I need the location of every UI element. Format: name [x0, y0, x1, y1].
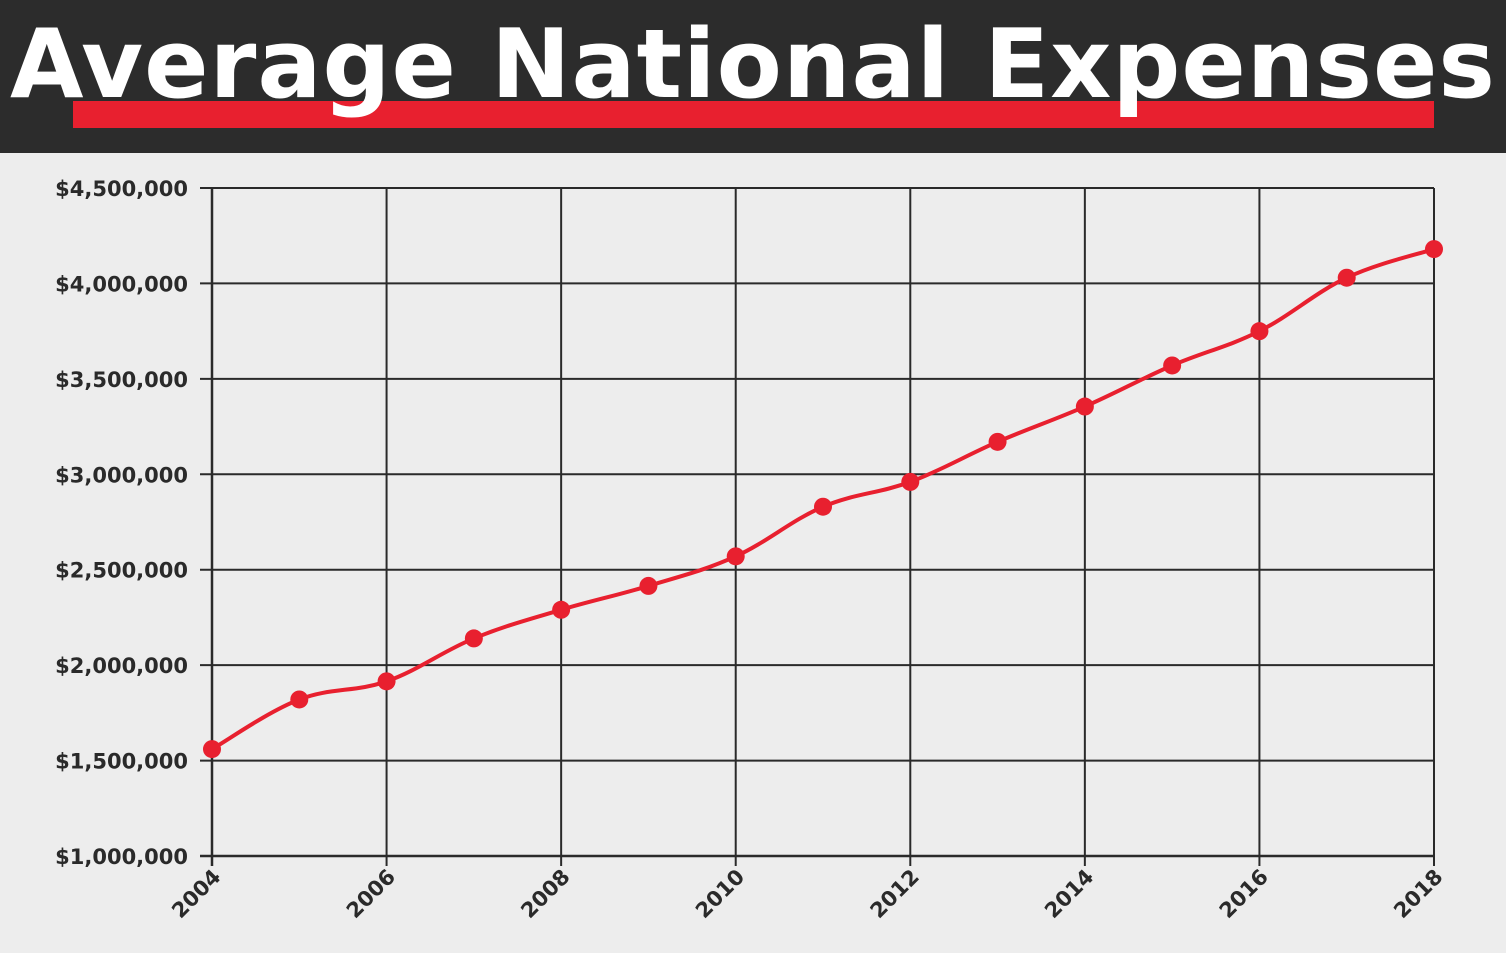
x-tick-label: 2016 [1215, 865, 1273, 923]
y-tick-label: $2,500,000 [55, 559, 188, 583]
y-tick-label: $2,000,000 [55, 654, 188, 678]
data-point [814, 497, 832, 516]
chart-title: Average National Expenses [10, 10, 1496, 120]
x-tick-label: 2006 [342, 865, 400, 923]
y-tick-label: $1,500,000 [55, 750, 188, 774]
y-tick-label: $1,000,000 [55, 845, 188, 869]
y-tick-label: $3,000,000 [55, 463, 188, 487]
y-tick-label: $4,500,000 [55, 177, 188, 201]
x-tick-label: 2008 [516, 865, 574, 923]
series [203, 240, 1443, 759]
data-point [1163, 356, 1182, 375]
data-point [377, 672, 396, 691]
data-point [1337, 268, 1356, 287]
x-tick-label: 2012 [866, 865, 924, 923]
data-point [1075, 397, 1094, 416]
data-point [1425, 240, 1443, 259]
x-tick-label: 2010 [691, 865, 749, 923]
line-chart: $1,000,000 $1,500,000 $2,000,000 $2,500,000… [55, 177, 1447, 923]
y-tick-label: $3,500,000 [55, 368, 188, 392]
data-point [901, 472, 920, 491]
grid [200, 187, 1435, 866]
x-tick-label: 2018 [1389, 865, 1447, 923]
header: Average National Expenses [0, 0, 1506, 153]
data-point [552, 600, 571, 619]
axes [200, 188, 1434, 866]
data-point [639, 576, 658, 595]
data-point [1250, 322, 1269, 341]
tick-labels: $1,000,000 $1,500,000 $2,000,000 $2,500,000… [55, 177, 1447, 923]
x-tick-label: 2004 [167, 865, 225, 923]
y-tick-label: $4,000,000 [55, 272, 188, 296]
data-point [726, 547, 745, 566]
data-point [203, 740, 221, 759]
data-point [464, 629, 483, 648]
chart-area: $1,000,000 $1,500,000 $2,000,000 $2,500,000… [0, 153, 1506, 953]
data-point [290, 690, 309, 709]
data-point [988, 432, 1007, 451]
title-underline-bar [73, 101, 1434, 128]
x-tick-label: 2014 [1040, 865, 1098, 923]
